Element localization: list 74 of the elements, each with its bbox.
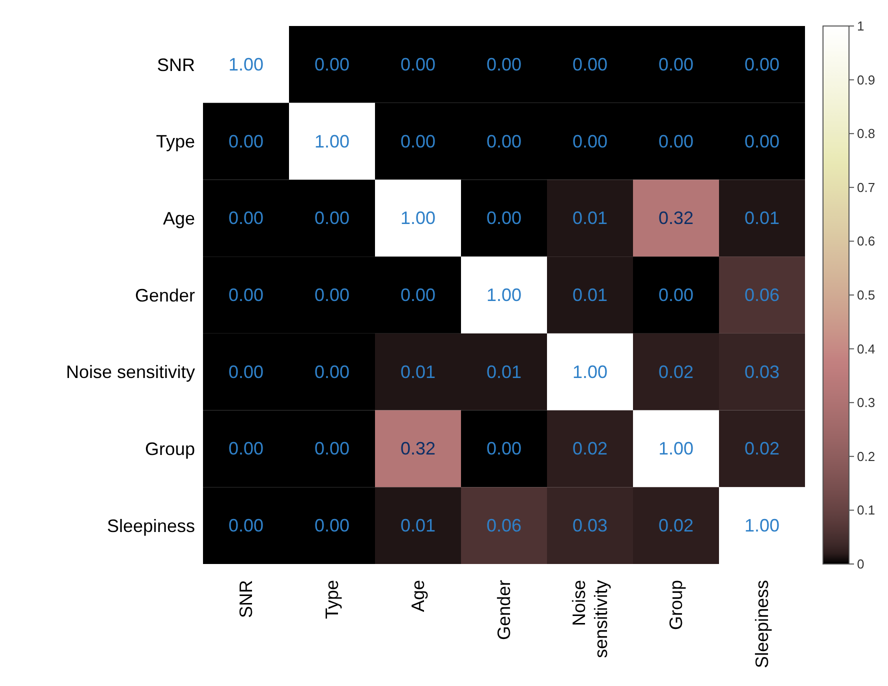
data-label: 0.00 <box>486 438 522 459</box>
data-label: 0.00 <box>658 285 694 305</box>
data-label: 0.00 <box>658 54 694 74</box>
data-label: 0.00 <box>228 362 264 382</box>
color-bar-label: 0.4 <box>857 341 876 356</box>
color-bar-label: 0.2 <box>857 448 876 464</box>
data-label: 0.06 <box>744 285 780 305</box>
color-bar-label: 0.8 <box>857 126 876 142</box>
color-bar-label: 0 <box>857 556 864 572</box>
data-label: 0.00 <box>228 516 264 536</box>
data-label: 0.00 <box>572 54 608 74</box>
data-label: 0.00 <box>228 208 264 228</box>
y-tick-label: Gender <box>134 285 195 306</box>
x-tick-label: Noise sensitivity <box>569 580 611 658</box>
color-bar-label: 0.6 <box>857 234 876 249</box>
data-label: 0.00 <box>314 438 350 459</box>
data-label: 0.02 <box>744 438 780 459</box>
y-tick-label: Sleepiness <box>106 516 195 536</box>
data-label: 0.06 <box>486 516 522 536</box>
y-tick-label: SNR <box>156 54 195 75</box>
data-label: 0.00 <box>486 208 522 228</box>
x-tick-label: Gender <box>494 580 514 640</box>
data-label: 0.01 <box>400 516 436 536</box>
data-label: 0.01 <box>572 285 608 305</box>
color-bar-label: 1 <box>857 18 864 34</box>
y-tick-label: Noise sensitivity <box>66 362 195 382</box>
data-label: 0.00 <box>314 362 350 382</box>
data-label: 0.00 <box>486 54 522 74</box>
data-label: 0.00 <box>400 54 436 74</box>
data-label: 1.00 <box>572 362 608 382</box>
y-tick-label: Age <box>162 208 195 229</box>
data-label: 0.00 <box>744 131 780 152</box>
data-label: 0.32 <box>400 438 436 459</box>
data-label: 0.02 <box>658 516 694 536</box>
color-bar-label: 0.3 <box>857 395 876 410</box>
data-label: 0.01 <box>486 362 522 382</box>
x-tick-label: Sleepiness <box>752 580 772 668</box>
data-label: 0.00 <box>228 131 264 152</box>
x-tick-label: Type <box>322 580 342 620</box>
data-label: 1.00 <box>314 131 350 152</box>
y-tick-label: Group <box>144 439 195 460</box>
y-tick-label: Type <box>156 132 195 152</box>
data-label: 0.00 <box>314 208 350 228</box>
color-bar-label: 0.7 <box>857 180 876 195</box>
x-tick-label: Age <box>408 580 428 612</box>
data-label: 0.03 <box>572 516 608 536</box>
data-label: 0.00 <box>658 131 694 152</box>
data-label: 0.00 <box>314 285 350 305</box>
data-label: 0.01 <box>400 362 436 382</box>
data-label: 0.00 <box>744 54 780 74</box>
x-tick-label: Group <box>666 580 686 630</box>
color-bar-label: 0.5 <box>857 288 876 302</box>
data-label: 0.03 <box>744 362 780 382</box>
color-bar-label: 0.9 <box>857 72 876 88</box>
data-label: 0.00 <box>314 54 350 74</box>
data-label: 0.00 <box>572 131 608 152</box>
x-tick-label: SNR <box>236 580 256 618</box>
data-label: 0.00 <box>228 285 264 305</box>
data-label: 1.00 <box>658 438 694 459</box>
data-label: 0.00 <box>486 131 522 152</box>
color-bar-label: 0.1 <box>857 502 876 518</box>
data-label: 0.01 <box>744 208 780 228</box>
data-label: 1.00 <box>744 516 780 536</box>
data-label: 0.00 <box>400 285 436 305</box>
data-label: 1.00 <box>486 285 522 305</box>
data-label: 1.00 <box>228 54 264 74</box>
data-label: 0.02 <box>658 362 694 382</box>
data-label: 1.00 <box>400 208 436 228</box>
data-label: 0.32 <box>658 208 694 228</box>
data-label: 0.00 <box>400 131 436 152</box>
data-label: 0.00 <box>228 438 264 459</box>
data-label: 0.00 <box>314 516 350 536</box>
data-label: 0.01 <box>572 208 608 228</box>
data-label: 0.02 <box>572 438 608 459</box>
